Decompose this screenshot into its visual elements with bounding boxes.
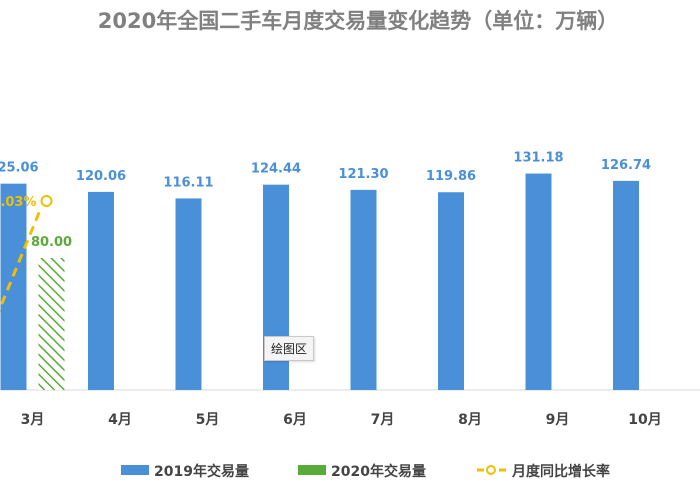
data-label-2019-4月: 120.06 [76,169,126,184]
legend-swatch-2020 [298,465,326,475]
x-tick-5月: 5月 [196,412,220,428]
x-tick-4月: 4月 [108,412,132,428]
growth-rate-label-3月: .03% [0,195,36,210]
x-tick-6月: 6月 [283,412,307,428]
legend-label-2019: 2019年交易量 [154,463,249,480]
data-label-2019-5月: 116.11 [163,175,213,190]
bar-2019-3月 [0,183,27,390]
growth-rate-line [0,208,42,313]
growth-rate-marker-3月 [40,195,53,207]
x-tick-10月: 10月 [628,412,661,428]
legend-marker-growth [486,465,496,475]
bar-2019-10月 [613,180,639,390]
data-label-2020-3月: 80.00 [31,235,72,250]
x-tick-3月: 3月 [21,412,45,428]
legend-label-growth: 月度同比增长率 [511,463,610,480]
bar-2019-4月 [88,191,114,390]
bar-2020-3月 [38,258,65,390]
legend: 2019年交易量 2020年交易量 月度同比增长率 [121,463,610,480]
plot-area[interactable]: .1125.0680.00120.06116.11124.44121.30119… [0,151,700,391]
legend-swatch-2019 [121,465,149,475]
bar-2019-8月 [438,192,464,390]
bar-2019-5月 [175,198,202,390]
x-tick-7月: 7月 [371,412,395,428]
chart-title: 2020年全国二手车月度交易量变化趋势（单位：万辆） [98,9,618,33]
legend-label-2020: 2020年交易量 [331,463,426,480]
data-label-2019-10月: 126.74 [601,158,651,173]
bar-2019-9月 [525,173,552,390]
data-label-2019-9月: 131.18 [513,151,563,166]
data-label-2019-7月: 121.30 [338,167,388,182]
bar-2019-7月 [350,189,377,390]
data-label-2019-8月: 119.86 [426,169,476,184]
x-tick-8月: 8月 [458,412,482,428]
x-tick-9月: 9月 [546,412,570,428]
data-label-2019-3月: 125.06 [0,161,39,176]
data-label-2019-6月: 124.44 [251,162,301,177]
plot-area-tooltip: 绘图区 [264,336,315,361]
